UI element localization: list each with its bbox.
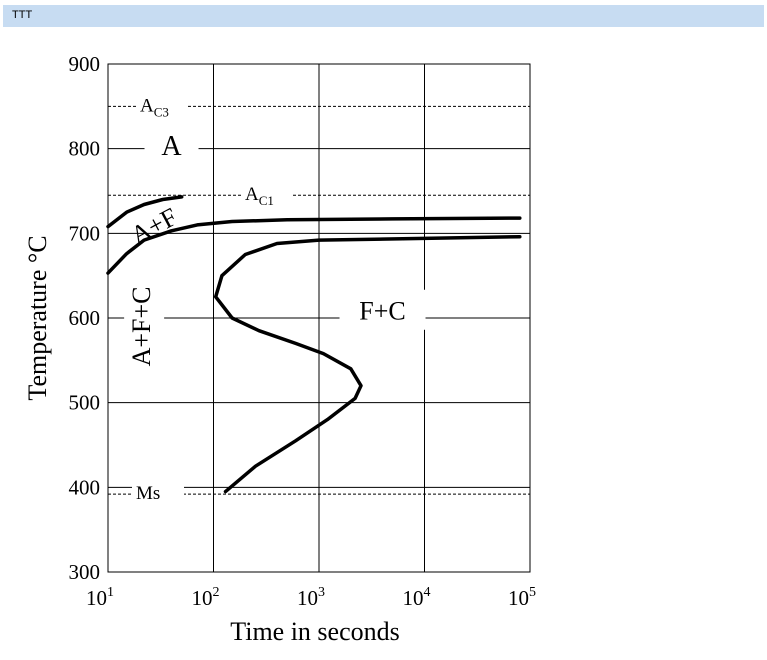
- x-tick-exponent: 3: [318, 585, 325, 600]
- y-tick-label: 700: [69, 221, 101, 245]
- x-tick-exponent: 4: [424, 585, 431, 600]
- reference-line-label: AC3: [140, 95, 169, 119]
- region-label: A+F+C: [127, 287, 156, 367]
- x-tick-base: 10: [297, 586, 318, 610]
- region-label-mask: [124, 271, 165, 382]
- x-tick-exponent: 2: [213, 585, 220, 600]
- region-label: F+C: [359, 297, 405, 326]
- x-tick-base: 10: [192, 586, 213, 610]
- reference-label-mask: [132, 478, 184, 503]
- reference-label-sub: C3: [154, 104, 169, 119]
- reference-line-label: Ms: [136, 483, 160, 504]
- transformation-curve: [106, 195, 184, 229]
- x-tick-base: 10: [86, 586, 107, 610]
- x-tick-base: 10: [403, 586, 424, 610]
- x-tick-base: 10: [508, 586, 529, 610]
- region-label-mask: [339, 289, 426, 330]
- x-axis-title: Time in seconds: [230, 617, 400, 646]
- reference-label-mask: [136, 90, 186, 115]
- x-tick-exponent: 1: [107, 585, 114, 600]
- x-tick-label: 105: [508, 585, 536, 610]
- y-tick-label: 300: [69, 560, 101, 584]
- reference-label-main: A: [140, 95, 154, 116]
- y-tick-label: 600: [69, 306, 101, 330]
- title-bar: TTT: [3, 5, 764, 27]
- y-tick-label: 400: [69, 475, 101, 499]
- reference-label-sub: C1: [259, 193, 274, 208]
- reference-label-main: A: [245, 184, 259, 205]
- y-tick-label: 500: [69, 391, 101, 415]
- x-tick-label: 103: [297, 585, 325, 610]
- transformation-curve: [106, 216, 522, 275]
- window-title: TTT: [12, 9, 33, 21]
- transformation-curve: [213, 234, 522, 494]
- region-label: A: [161, 131, 182, 162]
- reference-label-main: Ms: [136, 483, 160, 504]
- x-tick-label: 104: [403, 585, 431, 610]
- region-label-mask: [144, 124, 199, 165]
- x-tick-exponent: 5: [529, 585, 536, 600]
- reference-line-label: AC1: [245, 184, 274, 208]
- y-tick-label: 800: [69, 137, 101, 161]
- y-tick-label: 900: [69, 52, 101, 76]
- reference-label-mask: [241, 179, 291, 204]
- x-tick-label: 102: [192, 585, 220, 610]
- x-tick-label: 101: [86, 585, 114, 610]
- y-axis-title: Temperature °C: [23, 235, 52, 400]
